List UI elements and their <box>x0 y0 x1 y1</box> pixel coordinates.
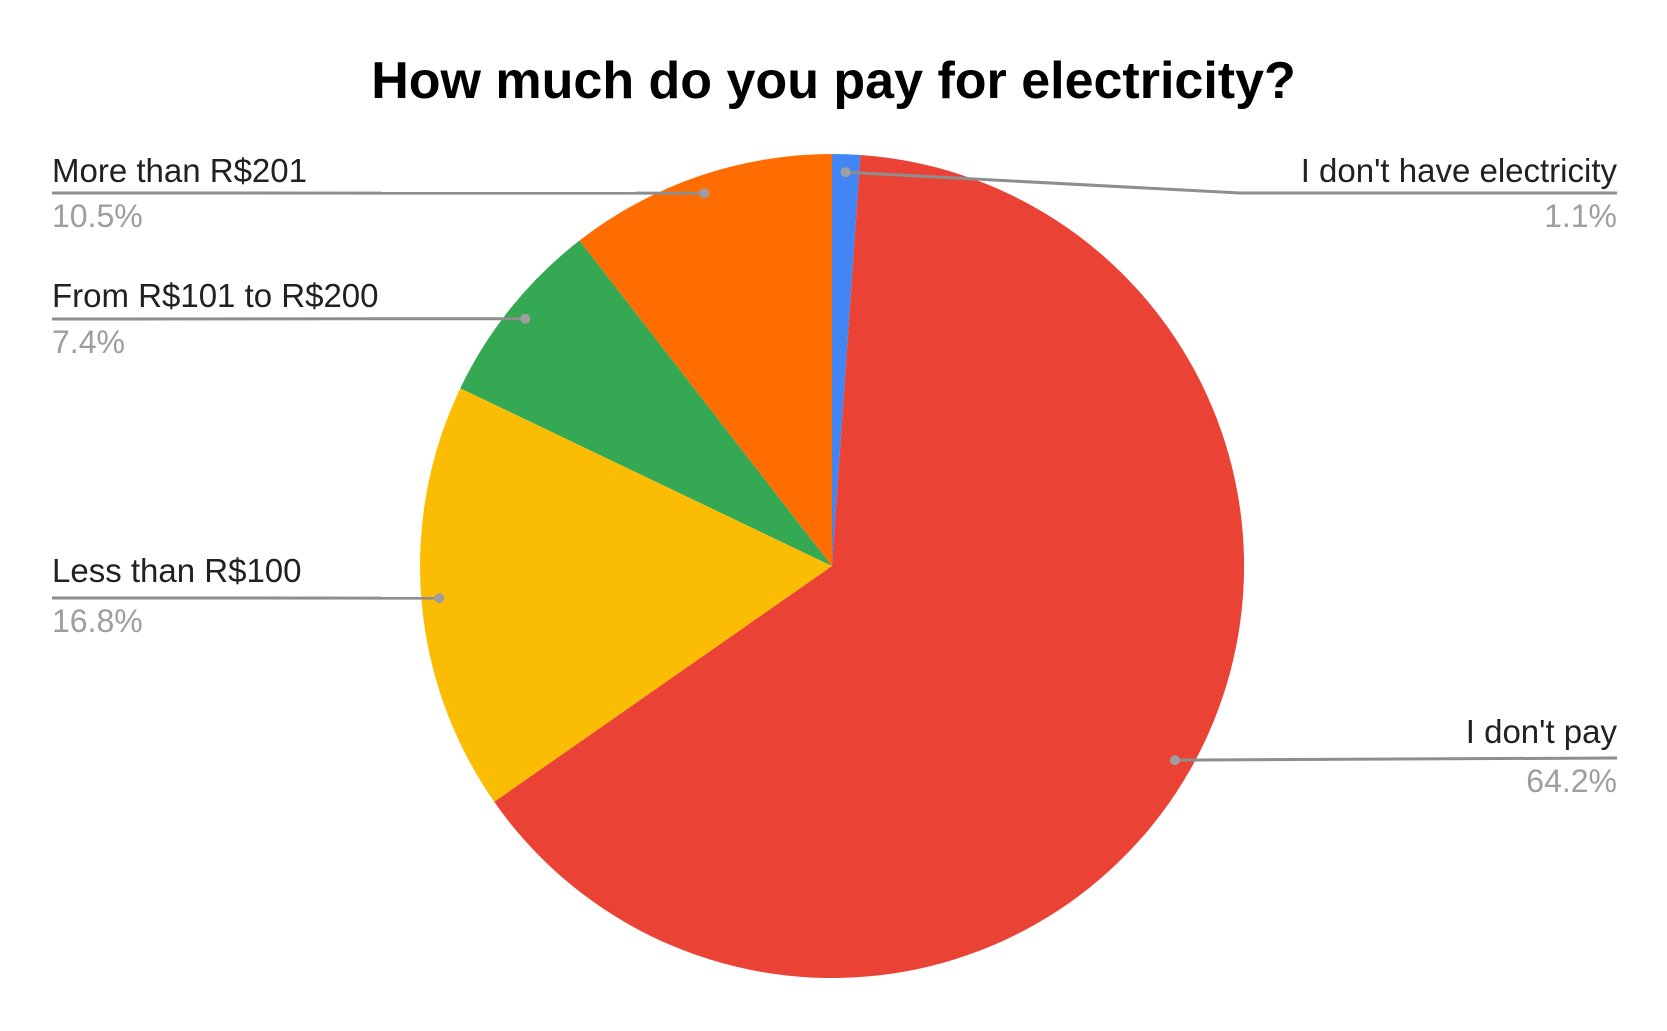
leader-line <box>845 170 1617 195</box>
pie-slice-more-than-r201 <box>579 154 832 566</box>
leader-line <box>1174 756 1618 762</box>
slice-label: From R$101 to R$200 <box>52 277 379 314</box>
label-i-dont-have-electricity: I don't have electricity 1.1% <box>1301 152 1617 235</box>
chart-title: How much do you pay for electricity? <box>371 52 1296 110</box>
anchor-dot <box>699 188 710 199</box>
pie-slice-less-than-r100 <box>419 388 832 802</box>
anchor-dot <box>434 593 445 604</box>
slice-percentage: 16.8% <box>52 603 143 639</box>
label-more-than-r201: More than R$201 10.5% <box>52 152 307 235</box>
pie-slice-i-dont-have-electricity <box>832 154 861 566</box>
anchor-dot <box>520 313 531 324</box>
slice-label: I don't have electricity <box>1300 152 1617 189</box>
slice-label: I don't pay <box>1465 713 1617 750</box>
slice-label: Less than R$100 <box>52 552 302 589</box>
pie-slice-from-r101-to-r200 <box>460 240 832 566</box>
slice-percentage: 64.2% <box>1526 763 1617 799</box>
anchor-dot <box>840 167 851 178</box>
slice-percentage: 7.4% <box>52 324 125 360</box>
slice-percentage: 10.5% <box>52 198 143 234</box>
pie-slice-i-dont-pay <box>494 155 1245 979</box>
slice-percentage: 1.1% <box>1544 198 1617 234</box>
label-less-than-r100: Less than R$100 16.8% <box>52 552 302 640</box>
label-from-r101-to-r200: From R$101 to R$200 7.4% <box>52 277 379 361</box>
anchor-dot <box>1169 755 1180 766</box>
label-i-dont-pay: I don't pay 64.2% <box>1466 713 1617 800</box>
slice-label: More than R$201 <box>52 152 307 189</box>
